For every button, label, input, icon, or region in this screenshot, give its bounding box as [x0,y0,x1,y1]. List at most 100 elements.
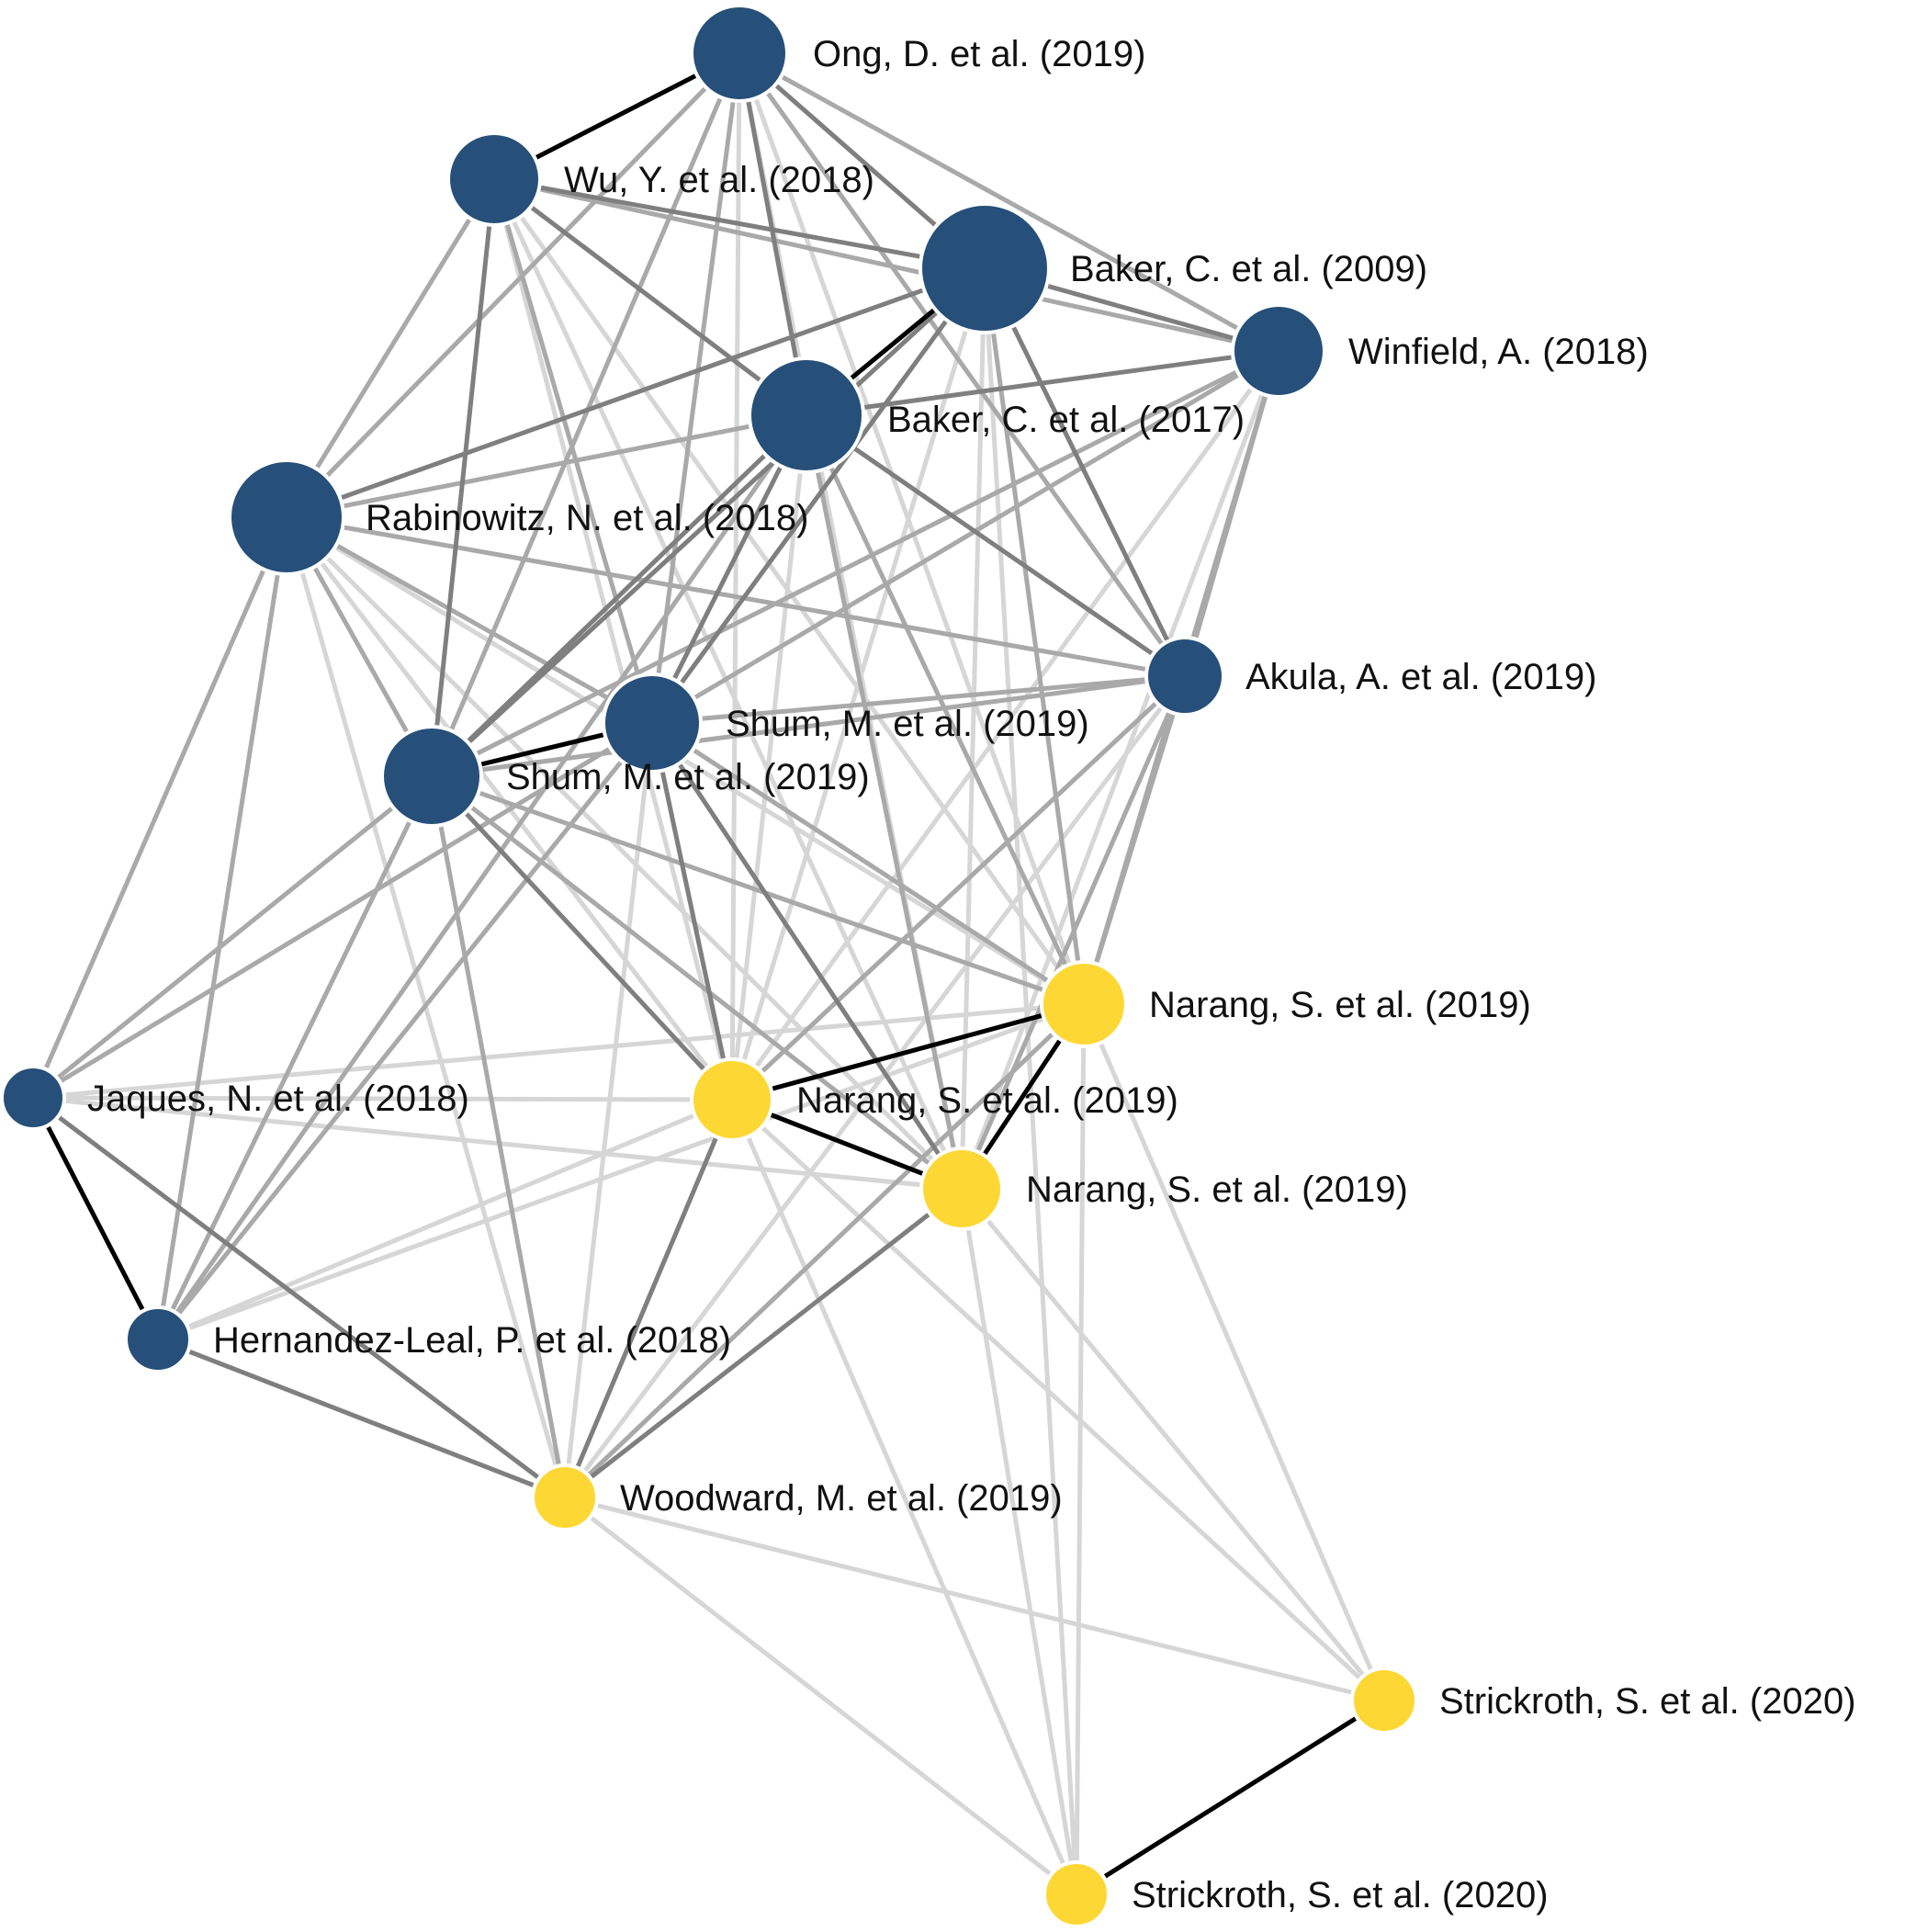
edge-rabinowitz2018-narang2019c [285,515,964,1191]
edge-baker2017-narang2019c [804,414,964,1190]
edge-winfield2018-baker2017 [806,348,1279,418]
edge-strickroth2020a-strickroth2020b [1075,1698,1386,1897]
edge-ong2019-narang2019a [737,52,1087,1005]
edge-narang2019a-strickroth2020b [1074,1003,1087,1895]
edge-akula2019-shum2019b [431,673,1186,779]
edge-shum2019b-woodward2019 [429,775,568,1498]
edge-hernandez2018-woodward2019 [157,1337,566,1500]
edge-narang2019b-strickroth2020a [730,1098,1386,1702]
edge-baker2009-akula2019 [982,266,1188,678]
node-ong2019[interactable] [690,4,789,103]
node-label-hernandez2018: Hernandez-Leal, P. et al. (2018) [213,1320,731,1361]
node-label-baker2009: Baker, C. et al. (2009) [1070,249,1427,289]
edge-akula2019-woodward2019 [563,674,1187,1499]
edge-wu2018-baker2017 [492,177,808,417]
node-label-woodward2019: Woodward, M. et al. (2019) [620,1478,1063,1519]
node-label-baker2017: Baker, C. et al. (2017) [887,400,1245,440]
edge-baker2017-akula2019 [805,412,1187,679]
edge-woodward2019-narang2019a [563,1002,1086,1499]
edge-shum2019a-woodward2019 [562,722,655,1498]
edge-baker2009-shum2019a [649,266,987,725]
edge-winfield2018-narang2019b [729,349,1281,1102]
edge-jaques2018-narang2019a [32,1001,1085,1101]
edge-narang2019a-strickroth2020a [1081,1003,1387,1701]
edge-wu2018-shum2019b [429,178,497,777]
node-winfield2018[interactable] [1231,303,1326,399]
edge-baker2009-rabinowitz2018 [286,266,986,520]
node-label-narang2019a: Narang, S. et al. (2019) [1149,985,1531,1025]
node-label-jaques2018: Jaques, N. et al. (2018) [87,1079,469,1119]
edge-woodward2019-strickroth2020a [564,1495,1385,1703]
edge-rabinowitz2018-jaques2018 [30,515,289,1100]
edge-narang2019b-strickroth2020b [729,1099,1079,1895]
edge-akula2019-narang2019a [1081,675,1188,1005]
edge-shum2019b-hernandez2018 [155,774,434,1341]
node-jaques2018[interactable] [0,1065,66,1131]
edge-shum2019b-jaques2018 [31,774,434,1100]
node-label-wu2018: Wu, Y. et al. (2018) [564,160,874,200]
edge-narang2019c-strickroth2020b [959,1188,1079,1895]
node-label-winfield2018: Winfield, A. (2018) [1348,332,1649,372]
node-wu2018[interactable] [446,131,542,227]
edge-rabinowitz2018-shum2019a [285,514,654,726]
edge-narang2019a-narang2019b [731,1001,1085,1102]
node-label-shum2019b: Shum, M. et al. (2019) [506,757,870,797]
node-label-rabinowitz2018: Rabinowitz, N. et al. (2018) [366,498,808,538]
edge-rabinowitz2018-hernandez2018 [155,516,289,1340]
edge-woodward2019-strickroth2020b [563,1496,1078,1896]
node-label-strickroth2020a: Strickroth, S. et al. (2020) [1439,1681,1856,1722]
edge-wu2018-rabinowitz2018 [284,177,497,519]
edge-wu2018-narang2019b [491,178,735,1101]
edge-ong2019-shum2019b [429,52,742,777]
edge-akula2019-shum2019a [651,673,1186,726]
node-shum2019b[interactable] [380,725,483,828]
edge-woodward2019-narang2019b [562,1099,735,1498]
node-baker2017[interactable] [748,356,865,474]
node-narang2019b[interactable] [690,1057,774,1142]
node-strickroth2020b[interactable] [1043,1860,1110,1928]
node-shum2019a[interactable] [602,672,703,774]
node-label-narang2019b: Narang, S. et al. (2019) [796,1080,1178,1121]
edge-jaques2018-woodward2019 [31,1096,567,1499]
edge-rabinowitz2018-akula2019 [286,514,1186,679]
edge-layer [30,51,1387,1897]
edge-wu2018-shum2019a [491,178,655,724]
edge-wu2018-winfield2018 [493,176,1279,354]
edge-shum2019b-narang2019b [430,774,734,1102]
edge-ong2019-winfield2018 [738,51,1280,354]
node-hernandez2018[interactable] [124,1305,192,1373]
edge-baker2017-hernandez2018 [155,413,809,1341]
edge-ong2019-baker2017 [737,52,809,416]
node-label-shum2019a: Shum, M. et al. (2019) [726,704,1089,744]
edge-winfield2018-shum2019a [650,348,1280,726]
edge-akula2019-narang2019c [959,675,1188,1190]
node-label-akula2019: Akula, A. et al. (2019) [1245,657,1596,697]
label-layer: Ong, D. et al. (2019) Wu, Y. et al. (2018… [87,34,1856,1915]
edge-winfield2018-narang2019c [959,350,1281,1190]
edge-woodward2019-narang2019c [563,1187,964,1499]
node-narang2019c[interactable] [919,1147,1004,1231]
edge-ong2019-akula2019 [737,51,1188,678]
edge-akula2019-narang2019b [730,674,1187,1102]
edge-baker2009-shum2019b [430,266,986,778]
edge-shum2019a-jaques2018 [31,720,654,1101]
node-narang2019a[interactable] [1040,960,1128,1048]
edge-shum2019a-narang2019a [650,720,1086,1007]
node-label-strickroth2020b: Strickroth, S. et al. (2020) [1132,1875,1549,1915]
edge-ong2019-narang2019b [729,52,742,1101]
node-label-ong2019: Ong, D. et al. (2019) [813,34,1145,74]
node-rabinowitz2018[interactable] [228,458,345,576]
edge-baker2017-shum2019b [430,413,808,778]
edge-ong2019-rabinowitz2018 [285,51,741,519]
edge-shum2019a-narang2019b [649,722,735,1101]
edge-jaques2018-narang2019b [32,1095,733,1102]
edge-winfield2018-shum2019b [430,348,1280,779]
node-woodward2019[interactable] [531,1463,599,1531]
edge-hernandez2018-narang2019a [157,1001,1085,1342]
node-akula2019[interactable] [1144,636,1225,717]
node-strickroth2020a[interactable] [1350,1666,1418,1734]
node-label-narang2019c: Narang, S. et al. (2019) [1026,1169,1408,1210]
edge-shum2019b-narang2019a [431,774,1085,1007]
node-baker2009[interactable] [919,202,1051,334]
